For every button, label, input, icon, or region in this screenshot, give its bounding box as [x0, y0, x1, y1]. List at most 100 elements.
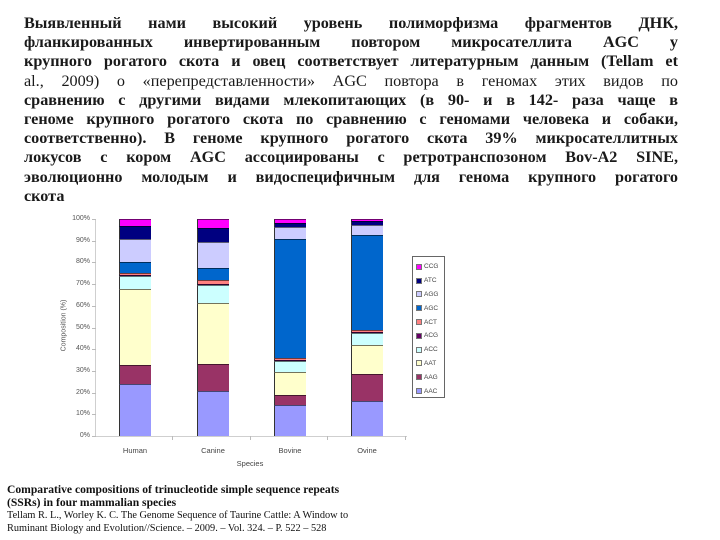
segment-ccg — [119, 219, 151, 226]
paragraph-line: al., 2009) о «перепредставленности» AGC … — [24, 71, 678, 90]
segment-aag — [197, 364, 229, 392]
bar-canine — [197, 219, 229, 436]
segment-acg — [119, 275, 151, 277]
segment-aag — [351, 373, 383, 402]
legend-item-agc: AGC — [413, 301, 444, 315]
legend-item-agg: AGG — [413, 288, 444, 302]
legend-item-acc: ACC — [413, 343, 444, 357]
legend-item-acg: ACG — [413, 329, 444, 343]
y-tick-label: 30% — [75, 366, 90, 374]
legend-label: AAT — [424, 359, 437, 367]
legend-label: AAC — [424, 387, 438, 395]
segment-act — [197, 280, 229, 285]
y-tick — [92, 349, 96, 351]
legend-label: ACT — [424, 318, 437, 326]
segment-agc — [197, 267, 229, 280]
segment-atc — [274, 222, 306, 228]
legend-swatch-icon — [416, 332, 422, 339]
segment-aag — [274, 395, 306, 406]
legend-label: AGC — [424, 304, 439, 312]
y-tick-label: 10% — [75, 410, 90, 418]
y-tick — [92, 240, 96, 242]
segment-act — [351, 329, 383, 333]
legend-label: ATC — [424, 277, 437, 285]
y-tick — [92, 436, 96, 437]
segment-agg — [197, 242, 229, 268]
segment-acg — [197, 284, 229, 286]
y-tick-label: 0% — [79, 432, 90, 439]
legend-item-ccg: CCG — [413, 260, 444, 274]
segment-aat — [119, 288, 151, 365]
segment-atc — [197, 227, 229, 243]
segment-aac — [274, 405, 306, 436]
segment-acg — [351, 332, 383, 334]
x-tick — [172, 436, 173, 440]
x-tick-label: Canine — [201, 446, 225, 455]
segment-aac — [119, 383, 151, 436]
legend-swatch-icon — [416, 346, 422, 353]
y-tick-label: 70% — [75, 280, 90, 288]
paragraph-line: крупного рогатого скота и овец соответст… — [24, 52, 678, 71]
legend-swatch-icon — [416, 319, 422, 326]
legend-item-aat: AAT — [413, 357, 444, 371]
y-tick — [92, 284, 96, 286]
x-tick-label: Ovine — [357, 446, 377, 455]
legend-label: ACG — [424, 332, 439, 340]
segment-agg — [119, 238, 151, 262]
legend-swatch-icon — [416, 360, 422, 367]
segment-act — [119, 273, 151, 275]
legend-item-act: ACT — [413, 315, 444, 329]
caption-reference-line: Tellam R. L., Worley K. C. The Genome Se… — [7, 510, 349, 521]
y-tick — [92, 219, 96, 220]
segment-ccg — [197, 219, 229, 228]
y-tick — [92, 327, 96, 329]
y-tick-label: 40% — [75, 345, 90, 353]
legend-swatch-icon — [416, 277, 422, 284]
bar-bovine — [274, 219, 306, 436]
segment-agc — [274, 238, 306, 358]
segment-aat — [351, 344, 383, 374]
paragraph-line: скота — [24, 186, 65, 205]
legend-item-aac: AAC — [413, 384, 444, 398]
segment-agc — [351, 235, 383, 330]
x-tick — [250, 436, 251, 440]
legend-item-atc: ATC — [413, 274, 444, 288]
segment-atc — [351, 220, 383, 226]
x-axis — [95, 436, 407, 437]
x-tick-label: Bovine — [278, 446, 302, 455]
segment-acc — [351, 333, 383, 345]
legend-swatch-icon — [416, 263, 422, 270]
y-tick — [92, 370, 96, 372]
figure-caption: Comparative compositions of trinucleotid… — [7, 483, 447, 535]
x-axis-title: Species — [236, 459, 264, 468]
y-tick-label: 20% — [75, 388, 90, 396]
segment-agg — [274, 227, 306, 239]
legend-item-aag: AAG — [413, 370, 444, 384]
x-tick — [327, 436, 328, 440]
legend-label: CCG — [424, 263, 439, 271]
segment-acc — [274, 361, 306, 372]
segment-aat — [274, 371, 306, 396]
paragraph-line: локусов с кором AGC ассоциированы с ретр… — [24, 148, 678, 167]
legend-label: ACC — [424, 346, 438, 354]
bar-human — [119, 219, 151, 436]
segment-acg — [274, 360, 306, 362]
segment-ccg — [351, 219, 383, 221]
y-tick — [92, 392, 96, 394]
bar-ovine — [351, 219, 383, 436]
segment-agc — [119, 261, 151, 274]
legend-swatch-icon — [416, 374, 422, 381]
y-tick-label: 90% — [75, 236, 90, 244]
paragraph-line: сравнению с другими видами млекопитающих… — [24, 90, 678, 109]
segment-acc — [197, 285, 229, 303]
caption-title-line: (SSRs) in four mammalian species — [7, 496, 177, 509]
y-tick — [92, 305, 96, 307]
segment-aat — [197, 302, 229, 365]
segment-acc — [119, 276, 151, 289]
y-tick-label: 50% — [75, 323, 90, 331]
y-tick-label: 100% — [72, 215, 90, 222]
segment-agg — [351, 225, 383, 236]
caption-title-line: Comparative compositions of trinucleotid… — [7, 483, 340, 496]
chart-legend: CCG ATC AGG AGC ACT ACG ACC AAT AAG AAC — [412, 256, 445, 398]
y-tick-label: 60% — [75, 301, 90, 309]
